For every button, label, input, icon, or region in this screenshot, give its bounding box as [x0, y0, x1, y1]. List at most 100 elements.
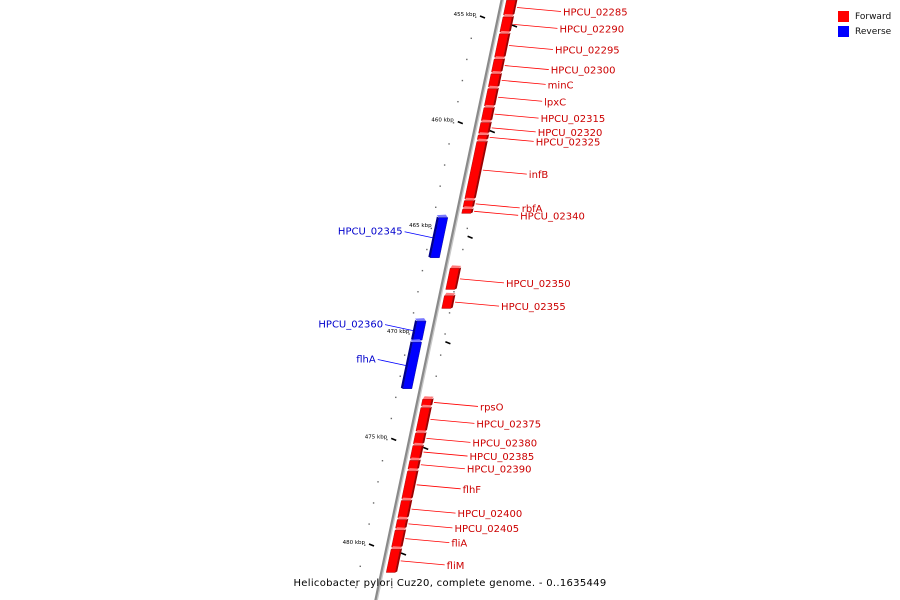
- minor-tick: [439, 354, 442, 356]
- gene-side: [428, 216, 439, 258]
- gene-leader: [416, 484, 461, 490]
- legend-reverse-label: Reverse: [855, 26, 892, 37]
- axis-tick: [422, 446, 429, 451]
- reverse-swatch: [838, 26, 849, 37]
- gene-cap: [499, 30, 511, 34]
- gene-label: HPCU_02380: [472, 438, 537, 449]
- forward-swatch: [838, 11, 849, 22]
- gene-leader: [400, 560, 445, 566]
- axis-tick: [479, 15, 486, 19]
- minor-tick: [466, 227, 468, 230]
- gene-block: [402, 342, 422, 389]
- gene-cap: [483, 104, 495, 108]
- minor-tick: [391, 586, 393, 589]
- gene-leader: [516, 7, 562, 12]
- minor-tick: [457, 100, 459, 103]
- gene-side: [487, 121, 492, 134]
- minor-tick: [453, 291, 455, 293]
- minor-tick: [426, 248, 428, 251]
- minor-tick: [448, 143, 450, 145]
- minor-tick: [461, 79, 464, 82]
- gene-label: HPCU_02375: [476, 419, 541, 430]
- axis-tick: [511, 24, 518, 28]
- axis-label: 455 kbp: [454, 12, 477, 18]
- minor-tick: [381, 460, 384, 462]
- gene-side: [493, 87, 499, 106]
- gene-block: [413, 432, 425, 444]
- gene-cap: [391, 546, 403, 550]
- gene-cap: [395, 527, 407, 531]
- gene-cap: [491, 71, 503, 75]
- gene-leader: [501, 79, 546, 85]
- gene-leader: [426, 437, 471, 443]
- minor-tick: [435, 375, 437, 377]
- gene-leader: [459, 278, 504, 284]
- gene-label: fliA: [451, 539, 467, 550]
- gene-side: [472, 199, 476, 208]
- gene-leader: [455, 301, 500, 307]
- gene-side: [497, 73, 503, 87]
- gene-cap: [480, 119, 492, 123]
- gene-label: HPCU_02345: [338, 227, 403, 238]
- map-title: Helicobacter pylori Cuz20, complete geno…: [293, 578, 607, 589]
- gene-side: [404, 518, 409, 529]
- gene-label: HPCU_02320: [538, 128, 603, 139]
- gene-side: [473, 140, 488, 199]
- gene-label: fliM: [447, 561, 465, 572]
- minor-tick: [364, 544, 366, 546]
- gene-leader: [498, 96, 543, 102]
- gene-leader: [420, 464, 465, 470]
- gene-side: [450, 294, 456, 309]
- gene-block: [430, 217, 449, 258]
- gene-side: [430, 398, 434, 406]
- gene-cap: [462, 206, 474, 210]
- minor-tick: [359, 565, 361, 568]
- gene-cap: [436, 214, 448, 218]
- gene-side: [395, 548, 403, 573]
- axis-tick: [400, 552, 407, 556]
- gene-block: [395, 519, 407, 529]
- gene-cap: [420, 404, 432, 408]
- gene-side: [490, 106, 495, 121]
- minor-tick: [377, 481, 379, 483]
- gene-side: [470, 208, 474, 214]
- gene-cap: [444, 292, 456, 296]
- gene-side: [500, 58, 506, 72]
- gene-side: [486, 134, 490, 140]
- gene-leader: [474, 210, 519, 216]
- gene-label: flhF: [463, 485, 482, 496]
- axis-tick: [457, 120, 464, 125]
- minor-tick: [452, 122, 455, 124]
- minor-tick: [399, 375, 401, 377]
- gene-side: [454, 267, 462, 290]
- minor-tick: [412, 312, 415, 314]
- minor-tick: [368, 523, 370, 525]
- gene-label: HPCU_02350: [506, 279, 571, 290]
- gene-side: [406, 499, 413, 518]
- gene-cap: [487, 85, 499, 89]
- gene-leader: [508, 45, 554, 50]
- gene-label: HPCU_02315: [541, 114, 606, 125]
- gene-block: [462, 200, 474, 208]
- axis-tick: [489, 129, 496, 134]
- axis-label: 470 kbp: [387, 329, 410, 335]
- gene-cap: [494, 56, 506, 60]
- minor-tick: [421, 269, 424, 272]
- minor-tick: [448, 312, 451, 314]
- gene-leader: [423, 451, 468, 457]
- gene-side: [503, 32, 511, 58]
- gene-side: [512, 0, 518, 15]
- gene-leader: [494, 113, 539, 119]
- gene-cap: [422, 396, 434, 400]
- minor-tick: [417, 291, 419, 293]
- minor-tick: [470, 37, 472, 40]
- legend-forward-label: Forward: [855, 11, 892, 22]
- gene-label: HPCU_02390: [467, 465, 532, 476]
- gene-leader: [405, 538, 450, 544]
- axis-label: 480 kbp: [343, 540, 366, 546]
- gene-cap: [503, 14, 514, 17]
- gene-label: HPCU_02360: [318, 320, 383, 331]
- gene-leader: [408, 523, 453, 529]
- minor-tick: [430, 227, 432, 230]
- gene-block: [385, 549, 401, 573]
